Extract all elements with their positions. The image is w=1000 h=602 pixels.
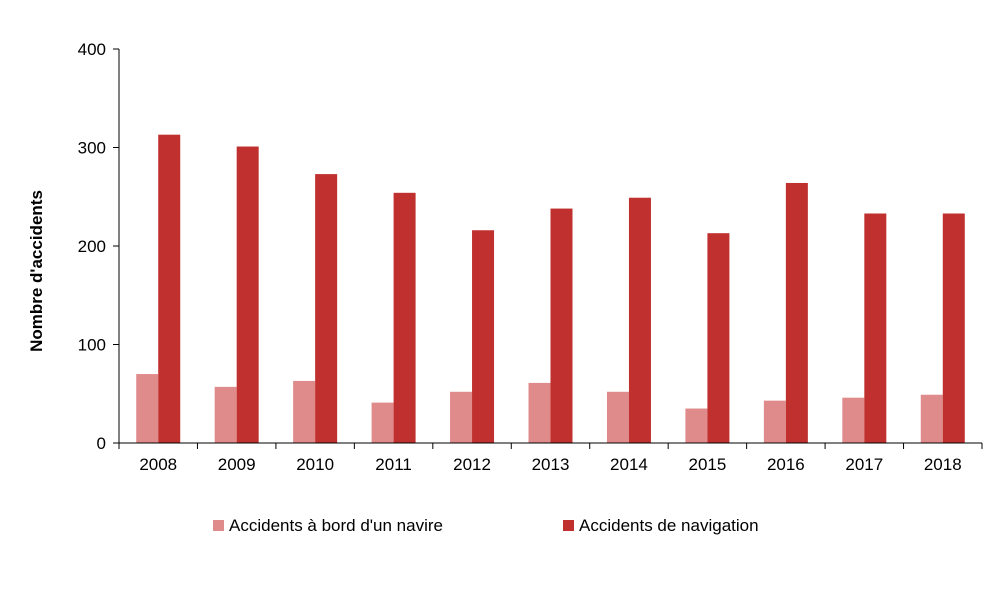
- bar-navigation-2012: [472, 230, 495, 443]
- x-tick-label: 2008: [139, 455, 177, 474]
- bar-onboard-2016: [763, 400, 786, 443]
- legend: Accidents à bord d'un navire Accidents de…: [213, 516, 759, 535]
- bar-navigation-2016: [785, 182, 808, 443]
- bar-navigation-2018: [942, 213, 965, 443]
- bar-onboard-2017: [842, 397, 865, 443]
- y-tick-label: 0: [97, 434, 106, 453]
- y-axis-title: Nombre d'accidents: [27, 190, 46, 352]
- legend-swatch-navigation: [563, 520, 574, 531]
- y-tick-label: 400: [78, 40, 106, 59]
- bar-navigation-2017: [864, 213, 887, 443]
- bar-navigation-2008: [158, 134, 181, 443]
- x-tick-label: 2010: [296, 455, 334, 474]
- x-tick-label: 2016: [767, 455, 805, 474]
- y-tick-label: 300: [78, 139, 106, 158]
- bar-navigation-2009: [236, 146, 259, 443]
- bar-onboard-2010: [293, 380, 316, 443]
- x-tick-label: 2011: [375, 455, 412, 474]
- bar-navigation-2013: [550, 208, 573, 443]
- bar-onboard-2014: [606, 391, 629, 443]
- bar-onboard-2009: [214, 386, 237, 443]
- x-axis-ticks: 2008 2009 2010 2011 2012 2013 2014 2015 2016 2017…: [118, 443, 983, 474]
- y-tick-label: 100: [78, 336, 106, 355]
- x-tick-label: 2015: [688, 455, 726, 474]
- bar-navigation-2011: [393, 192, 416, 443]
- y-tick-label: 200: [78, 237, 106, 256]
- x-tick-label: 2017: [845, 455, 883, 474]
- bar-onboard-2013: [528, 382, 551, 443]
- bar-onboard-2012: [450, 391, 473, 443]
- y-axis-ticks: 0 100 200 300 400: [78, 40, 119, 453]
- bars-layer: [136, 134, 965, 443]
- bar-onboard-2008: [136, 374, 159, 443]
- legend-label-onboard: Accidents à bord d'un navire: [229, 516, 443, 535]
- x-tick-label: 2009: [218, 455, 256, 474]
- bar-navigation-2010: [315, 174, 338, 443]
- legend-swatch-onboard: [213, 520, 224, 531]
- bar-navigation-2014: [628, 197, 651, 443]
- legend-label-navigation: Accidents de navigation: [579, 516, 759, 535]
- bar-onboard-2018: [920, 394, 943, 443]
- x-tick-label: 2014: [610, 455, 648, 474]
- x-tick-label: 2018: [924, 455, 962, 474]
- x-tick-label: 2013: [532, 455, 570, 474]
- bar-onboard-2015: [685, 408, 708, 443]
- bar-onboard-2011: [371, 402, 394, 443]
- bar-navigation-2015: [707, 233, 730, 443]
- x-tick-label: 2012: [453, 455, 491, 474]
